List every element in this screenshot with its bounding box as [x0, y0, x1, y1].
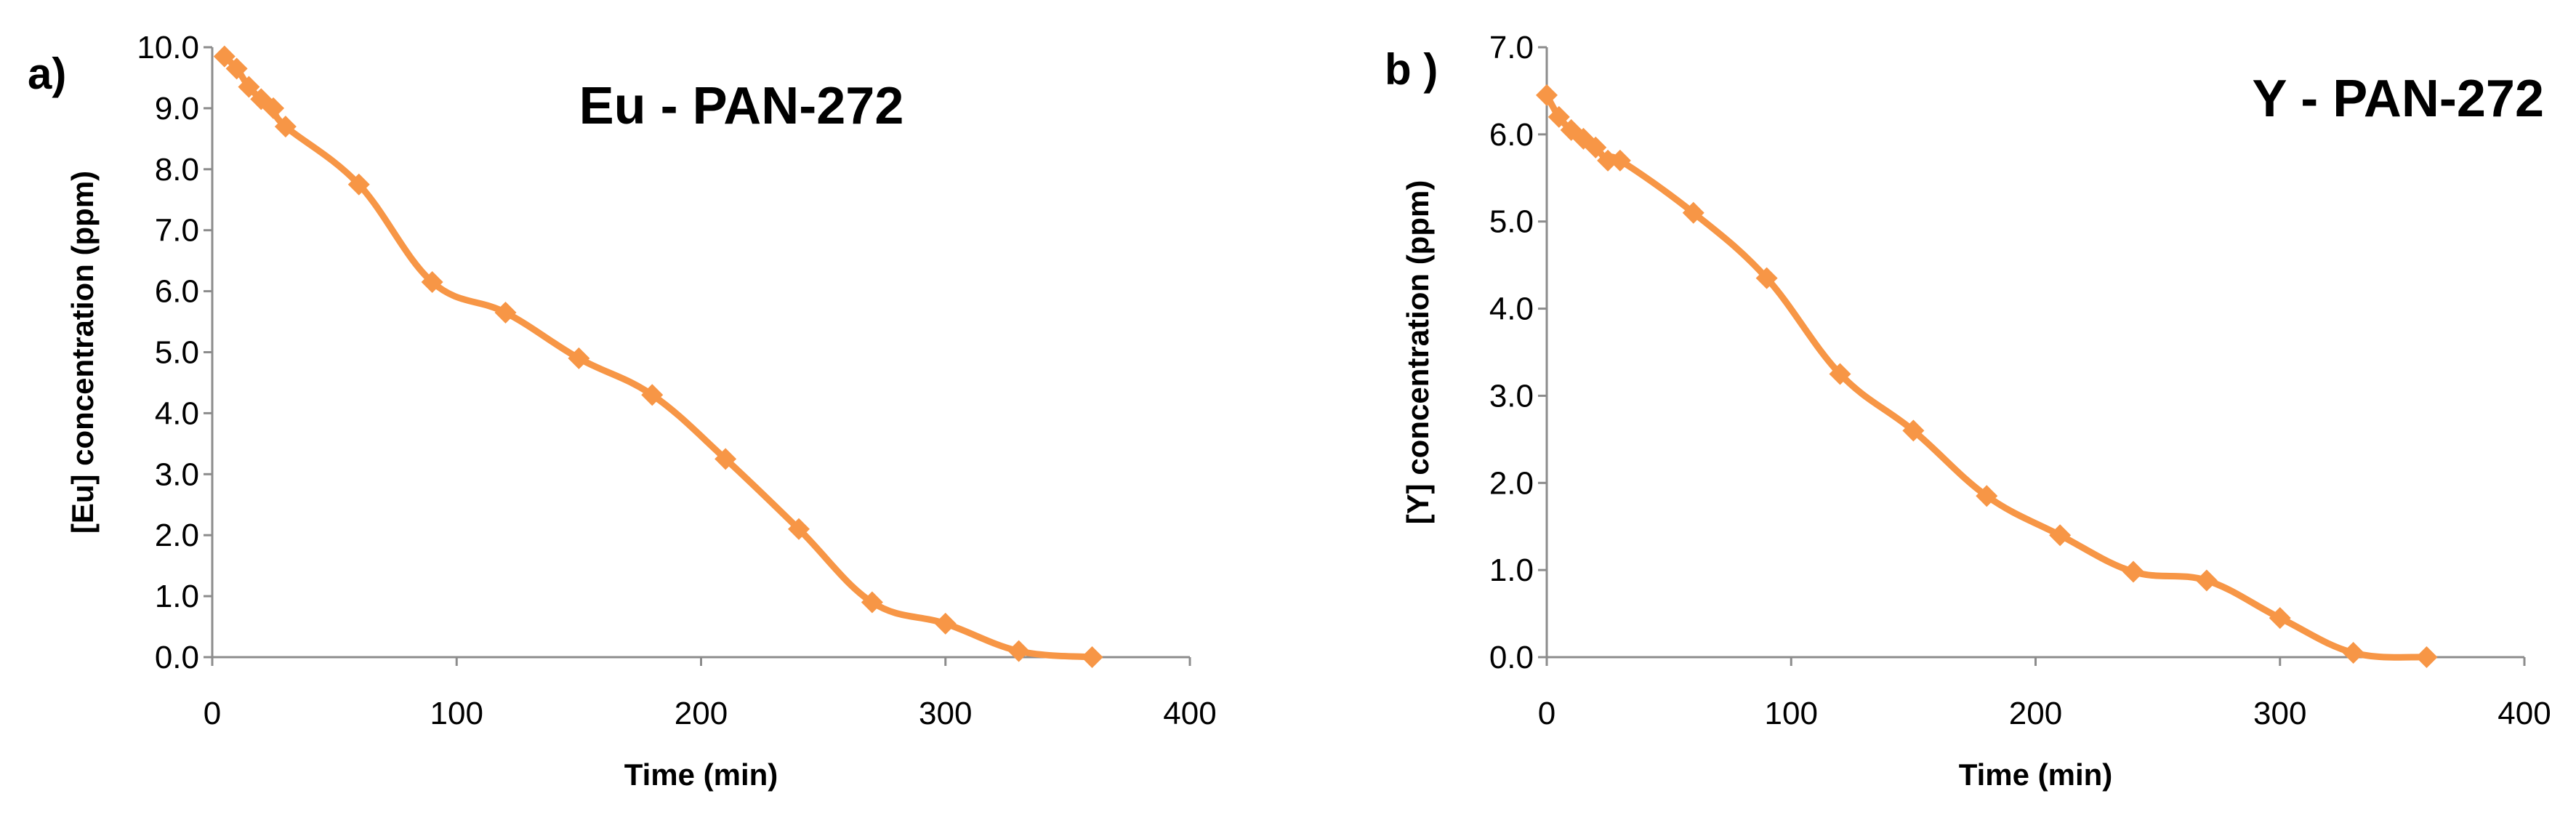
data-point-marker — [1682, 201, 1704, 224]
data-point-marker — [1829, 363, 1851, 385]
y-tick-label: 6.0 — [155, 274, 199, 310]
data-point-marker — [641, 384, 664, 406]
data-point-marker — [262, 97, 285, 119]
panel-label: a) — [28, 49, 66, 98]
data-point-marker — [715, 448, 737, 470]
data-point-marker — [238, 76, 260, 98]
x-tick-label: 200 — [675, 696, 728, 731]
x-tick-label: 0 — [1538, 696, 1555, 731]
data-point-marker — [1755, 267, 1778, 289]
data-point-marker — [1081, 646, 1103, 668]
data-point-marker — [274, 116, 297, 138]
data-point-marker — [225, 57, 248, 80]
data-point-marker — [1585, 136, 1607, 158]
data-point-marker — [1976, 485, 1998, 507]
chart-title: Eu - PAN-272 — [579, 77, 904, 135]
y-tick-label: 9.0 — [155, 91, 199, 126]
data-point-marker — [1902, 419, 1925, 442]
data-point-marker — [1547, 105, 1570, 128]
data-point-marker — [934, 612, 957, 635]
x-tick-label: 400 — [1163, 696, 1216, 731]
y-tick-label: 7.0 — [155, 213, 199, 249]
series-line-eu — [221, 53, 1095, 661]
y-tick-label: 3.0 — [1489, 378, 1534, 414]
x-axis-title: Time (min) — [624, 757, 778, 792]
y-tick-label: 5.0 — [1489, 204, 1534, 240]
x-tick-label: 300 — [919, 696, 972, 731]
y-tick-label: 4.0 — [1489, 292, 1534, 327]
data-point-marker — [1536, 84, 1558, 106]
y-tick-label: 4.0 — [155, 395, 199, 431]
data-point-marker — [421, 271, 443, 294]
y-tick-label: 5.0 — [155, 335, 199, 371]
series-line-y — [1543, 92, 2430, 661]
y-tick-label: 7.0 — [1489, 30, 1534, 65]
chart-title: Y - PAN-272 — [2253, 70, 2544, 128]
y-tick-label: 1.0 — [155, 579, 199, 614]
data-point-marker — [1597, 149, 1619, 172]
data-point-marker — [1609, 149, 1631, 172]
data-point-marker — [494, 301, 517, 323]
x-tick-label: 400 — [2497, 696, 2551, 731]
data-point-marker — [213, 45, 236, 68]
data-point-marker — [2122, 560, 2144, 583]
x-tick-label: 200 — [2009, 696, 2062, 731]
data-point-marker — [2195, 569, 2218, 592]
y-tick-label: 10.0 — [137, 30, 199, 65]
x-tick-label: 300 — [2253, 696, 2306, 731]
x-tick-label: 100 — [1765, 696, 1818, 731]
y-tick-label: 6.0 — [1489, 117, 1534, 153]
data-point-marker — [2049, 524, 2072, 547]
data-point-marker — [2269, 607, 2291, 630]
y-tick-label: 0.0 — [155, 640, 199, 675]
data-point-marker — [788, 518, 810, 540]
x-tick-label: 0 — [204, 696, 221, 731]
y-axis-title: [Eu] concentration (ppm) — [65, 171, 100, 534]
data-point-marker — [568, 347, 590, 369]
y-tick-label: 1.0 — [1489, 552, 1534, 588]
data-point-marker — [2342, 642, 2364, 664]
data-point-marker — [347, 173, 370, 196]
y-tick-label: 3.0 — [155, 457, 199, 492]
chart-panel-b: 0.0 1.0 2.0 3.0 4.0 5.0 6.0 7.0 0 100 200 300 400 Tim… — [1385, 30, 2551, 792]
data-point-marker — [861, 591, 883, 614]
x-tick-label: 100 — [430, 696, 483, 731]
data-point-marker — [1007, 640, 1030, 662]
data-point-marker — [2415, 646, 2438, 668]
y-tick-label: 0.0 — [1489, 640, 1534, 675]
y-tick-label: 8.0 — [155, 152, 199, 188]
panel-label: b ) — [1385, 45, 1438, 94]
x-axis-title: Time (min) — [1959, 757, 2113, 792]
chart-panel-a: 0.0 1.0 2.0 3.0 4.0 5.0 6.0 7.0 8.0 9.0 10.0 0 100 20… — [28, 30, 1217, 792]
y-tick-label: 2.0 — [1489, 465, 1534, 501]
y-axis-title: [Y] concentration (ppm) — [1401, 180, 1435, 525]
y-tick-label: 2.0 — [155, 518, 199, 553]
